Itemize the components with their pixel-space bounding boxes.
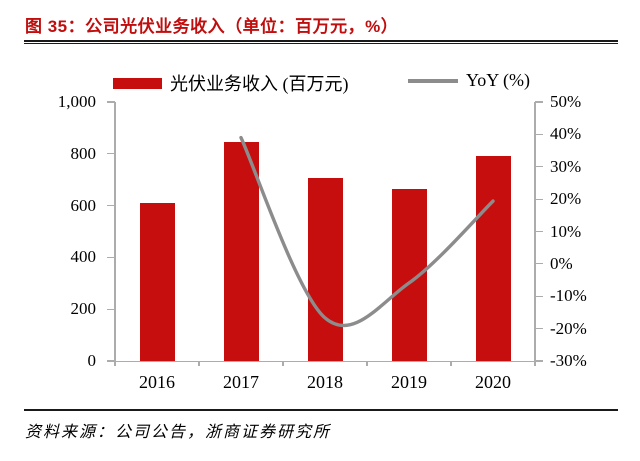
y-axis-right-label: 0%	[550, 253, 573, 273]
y-axis-left-tick	[107, 153, 115, 155]
y-axis-left-tick	[107, 205, 115, 207]
x-axis-tick	[366, 361, 368, 366]
x-axis-tick	[282, 361, 284, 366]
y-axis-right-label: 50%	[550, 92, 582, 111]
y-axis-left-line	[114, 102, 116, 362]
y-axis-right-label: 20%	[550, 189, 582, 209]
y-axis-right-tick	[535, 295, 543, 297]
y-axis-left-label: 1,000	[57, 92, 96, 111]
y-axis-left-tick	[107, 256, 115, 258]
y-axis-right-tick	[535, 133, 543, 135]
bar-swatch-icon	[113, 77, 162, 89]
y-axis-left-label: 800	[70, 143, 97, 163]
legend-label-yoy: YoY (%)	[466, 70, 531, 90]
legend-item-yoy: YoY (%)	[408, 70, 530, 91]
y-axis-right-tick	[535, 198, 543, 200]
x-axis-tick	[450, 361, 452, 366]
y-axis-right-tick	[535, 263, 543, 265]
source-divider	[24, 409, 618, 411]
y-axis-right-tick	[535, 230, 543, 233]
x-axis-tick	[114, 361, 116, 366]
bar-2020	[475, 156, 511, 361]
yoy-line	[239, 135, 495, 328]
x-axis-label: 2017	[223, 372, 259, 392]
x-axis-line	[114, 360, 536, 362]
y-axis-right-label: 10%	[550, 221, 582, 241]
y-axis-left-tick	[107, 308, 115, 310]
figure-title: 图 35：公司光伏业务收入（单位：百万元，%）	[25, 17, 399, 36]
legend-label-revenue: 光伏业务收入 (百万元)	[170, 74, 349, 94]
y-axis-right-tick	[535, 328, 543, 330]
bar-2018	[307, 178, 343, 361]
y-axis-left-label: 200	[70, 299, 97, 319]
bar-2017	[223, 142, 259, 361]
x-axis-label: 2020	[475, 372, 511, 392]
x-axis-label: 2019	[391, 372, 427, 392]
source-note: 资料来源：公司公告，浙商证券研究所	[25, 424, 332, 441]
y-axis-right-label: -30%	[550, 351, 587, 370]
y-axis-right-label: 30%	[550, 156, 582, 176]
y-axis-right-tick	[535, 360, 543, 362]
y-axis-left-label: 400	[70, 247, 97, 267]
y-axis-right-label: 40%	[550, 124, 582, 144]
y-axis-left-tick	[107, 101, 115, 103]
title-divider	[24, 40, 618, 44]
y-axis-right-tick	[535, 101, 543, 103]
bar-2016	[139, 203, 175, 361]
x-axis-label: 2018	[307, 372, 343, 392]
x-axis-tick	[534, 361, 536, 366]
x-axis-label: 2016	[139, 372, 175, 392]
y-axis-right-label: -10%	[550, 286, 587, 306]
yoy-line-layer	[239, 135, 495, 328]
y-axis-right-line	[534, 102, 536, 362]
y-axis-right-label: -20%	[550, 318, 587, 338]
line-swatch-icon	[408, 78, 458, 83]
legend-item-revenue: 光伏业务收入 (百万元)	[113, 70, 349, 96]
y-axis-left-label: 600	[70, 195, 97, 215]
y-axis-left-label: 0	[87, 351, 97, 370]
y-axis-right-tick	[535, 166, 543, 168]
y-axis-left-tick	[107, 360, 115, 362]
chart-legend: 光伏业务收入 (百万元) YoY (%)	[0, 70, 640, 96]
x-axis-tick	[198, 361, 200, 366]
